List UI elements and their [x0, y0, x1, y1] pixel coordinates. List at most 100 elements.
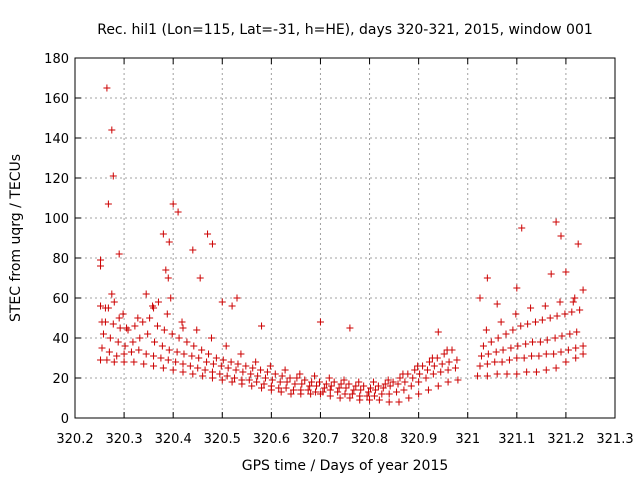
- data-point: [304, 386, 312, 394]
- data-point: [445, 358, 453, 366]
- data-point: [205, 350, 213, 358]
- data-point: [218, 376, 226, 384]
- data-point: [492, 348, 500, 356]
- data-point: [505, 356, 513, 364]
- data-point: [142, 350, 150, 358]
- data-point: [503, 370, 511, 378]
- axis-ticks: [74, 57, 616, 419]
- data-point: [233, 294, 241, 302]
- data-point: [497, 318, 505, 326]
- data-point: [286, 374, 294, 382]
- data-point: [434, 382, 442, 390]
- data-point: [159, 364, 167, 372]
- data-point: [401, 378, 409, 386]
- data-point: [217, 362, 225, 370]
- data-point: [194, 364, 202, 372]
- data-point: [144, 330, 152, 338]
- data-point: [360, 382, 368, 390]
- data-point: [291, 380, 299, 388]
- data-point: [227, 358, 235, 366]
- data-point: [195, 354, 203, 362]
- data-point: [97, 302, 105, 310]
- data-point: [307, 390, 315, 398]
- data-point: [232, 366, 240, 374]
- data-point: [341, 390, 349, 398]
- data-point: [224, 364, 232, 372]
- data-point: [423, 366, 431, 374]
- data-point: [411, 366, 419, 374]
- y-tick-label: 0: [61, 412, 69, 427]
- y-tick-label: 80: [52, 252, 69, 267]
- data-point: [316, 318, 324, 326]
- data-point: [509, 326, 517, 334]
- data-point: [228, 302, 236, 310]
- data-point: [547, 270, 555, 278]
- data-point: [414, 362, 422, 370]
- data-point: [367, 384, 375, 392]
- data-point: [514, 342, 522, 350]
- data-point: [443, 346, 451, 354]
- data-point: [109, 172, 117, 180]
- data-point: [239, 368, 247, 376]
- data-point: [283, 378, 291, 386]
- data-point: [104, 304, 112, 312]
- data-point: [487, 338, 495, 346]
- data-point: [258, 322, 266, 330]
- data-point: [386, 382, 394, 390]
- data-point: [216, 370, 224, 378]
- y-tick-label: 60: [52, 292, 69, 307]
- data-point: [568, 308, 576, 316]
- grid: [75, 58, 615, 418]
- data-point: [399, 370, 407, 378]
- data-point: [491, 358, 499, 366]
- data-point: [271, 370, 279, 378]
- data-point: [320, 384, 328, 392]
- data-point: [527, 304, 535, 312]
- x-tick-label: 320.3: [105, 432, 142, 447]
- data-point: [330, 378, 338, 386]
- data-point: [245, 376, 253, 384]
- data-point: [529, 338, 537, 346]
- y-tick-label: 20: [52, 372, 69, 387]
- data-point: [532, 368, 540, 376]
- data-point: [169, 200, 177, 208]
- data-point: [558, 332, 566, 340]
- data-point: [365, 388, 373, 396]
- data-point: [535, 352, 543, 360]
- x-tick-label: 320.4: [155, 432, 192, 447]
- x-tick-label: 320.5: [204, 432, 241, 447]
- data-point: [502, 330, 510, 338]
- data-point: [199, 372, 207, 380]
- data-point: [266, 362, 274, 370]
- data-point: [101, 318, 109, 326]
- data-point: [242, 362, 250, 370]
- data-point: [306, 382, 314, 390]
- data-point: [110, 298, 118, 306]
- data-point: [425, 358, 433, 366]
- data-point: [375, 396, 383, 404]
- data-point: [103, 356, 111, 364]
- data-point: [579, 350, 587, 358]
- data-point: [142, 290, 150, 298]
- data-point: [366, 396, 374, 404]
- data-point: [146, 314, 154, 322]
- data-point: [136, 334, 144, 342]
- data-point: [350, 386, 358, 394]
- data-point: [260, 380, 268, 388]
- data-point: [114, 338, 122, 346]
- data-point: [158, 342, 166, 350]
- data-point: [154, 298, 162, 306]
- data-point: [528, 352, 536, 360]
- data-point: [164, 356, 172, 364]
- data-point: [352, 382, 360, 390]
- data-point: [297, 386, 305, 394]
- x-tick-labels: 320.2 320.3 320.4 320.5 320.6 320.7 320.8 320.9…: [56, 432, 633, 447]
- data-point: [263, 368, 271, 376]
- data-point: [326, 386, 334, 394]
- data-point: [444, 378, 452, 386]
- data-point: [379, 384, 387, 392]
- data-point: [287, 390, 295, 398]
- data-point: [348, 390, 356, 398]
- data-point: [172, 358, 180, 366]
- data-point: [298, 380, 306, 388]
